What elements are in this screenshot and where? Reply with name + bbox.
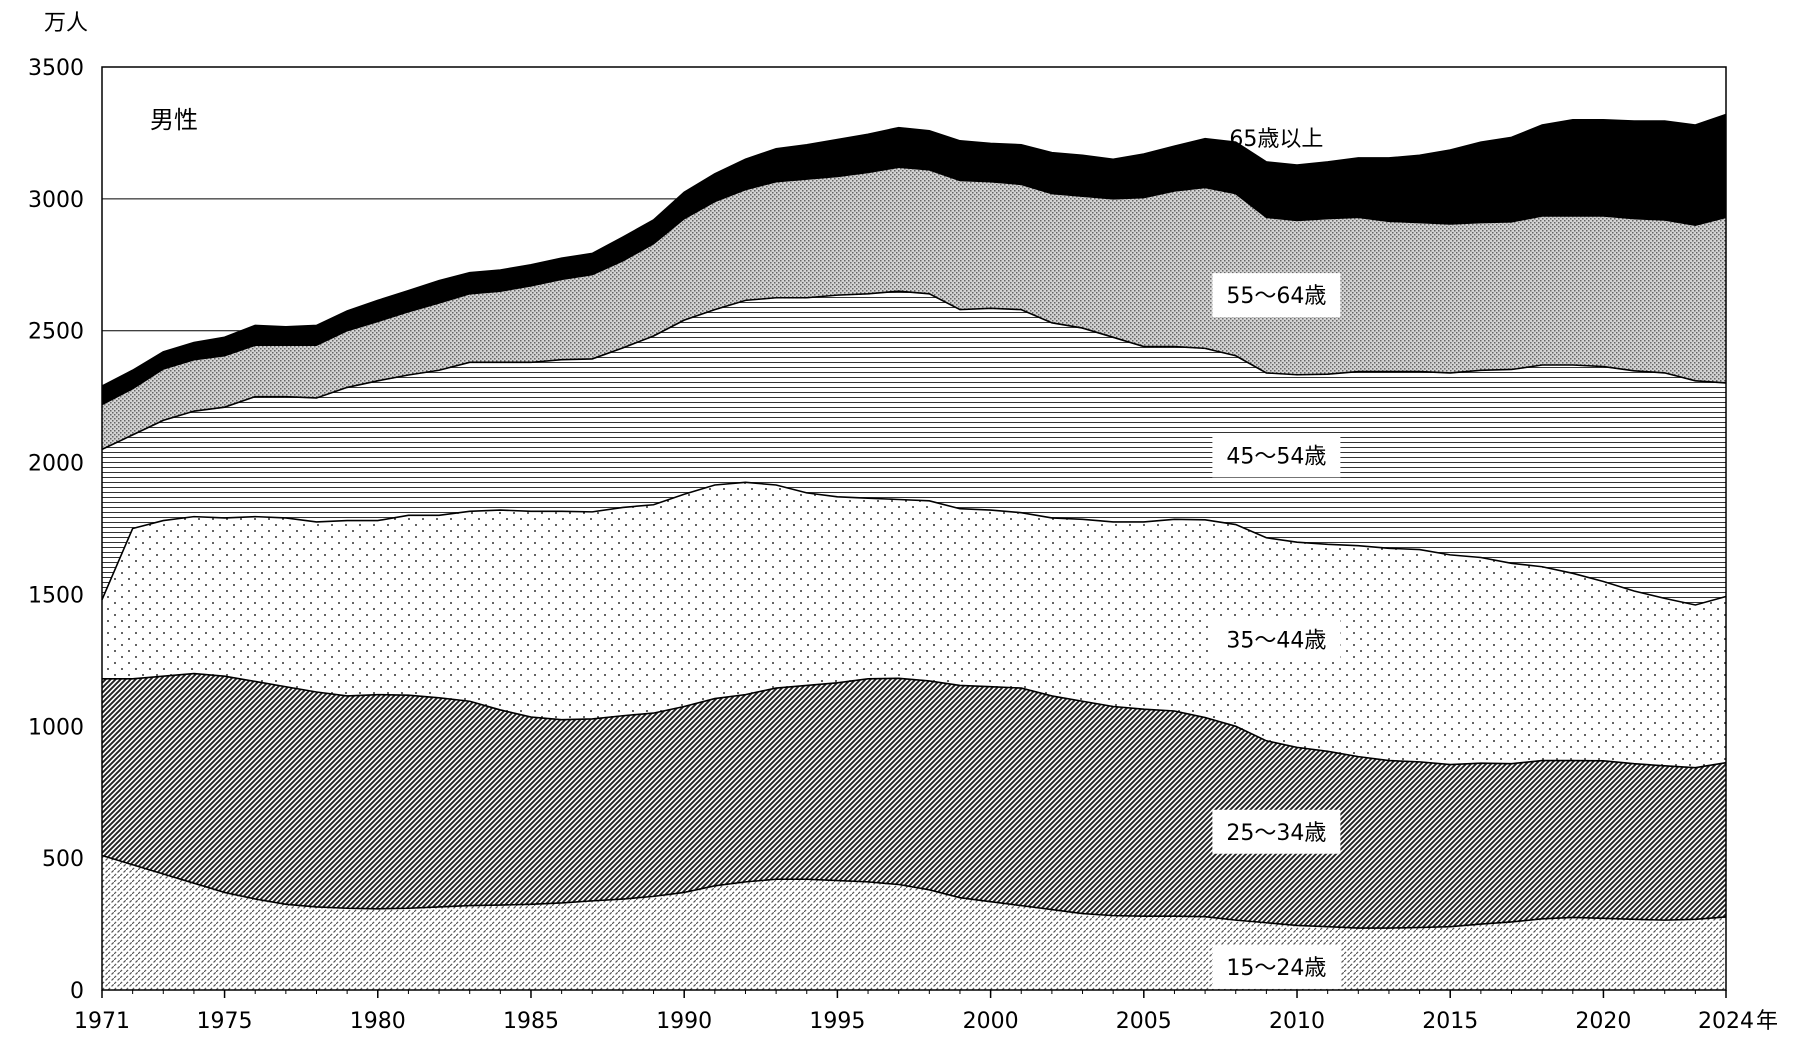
y-tick-label: 2000 xyxy=(28,452,84,477)
series-label-4: 45～54歳 xyxy=(1226,444,1326,469)
area-series-5 xyxy=(102,167,1726,450)
area-series-2 xyxy=(102,673,1726,929)
series-boundary-line-1 xyxy=(101,854,1727,929)
series-label-2: 25～34歳 xyxy=(1226,821,1326,846)
x-tick-label: 2000 xyxy=(963,1009,1019,1034)
y-tick-label: 1000 xyxy=(28,715,84,740)
x-tick-label: 2015 xyxy=(1422,1009,1478,1034)
x-tick-label: 1985 xyxy=(503,1009,559,1034)
series-boundary-line-4 xyxy=(101,290,1727,451)
series-label-background xyxy=(1212,433,1341,478)
x-tick-label: 1995 xyxy=(809,1009,865,1034)
y-tick-label: 3000 xyxy=(28,188,84,213)
y-tick-label: 1500 xyxy=(28,583,84,608)
y-axis: 0 500 1000 1500 2000 2500 3000 3500 xyxy=(28,56,84,1004)
x-tick-label: 2020 xyxy=(1575,1009,1631,1034)
y-tick-label: 3500 xyxy=(28,56,84,81)
series-label-background xyxy=(1212,809,1341,854)
series-label-background xyxy=(1212,273,1341,318)
x-tick-label: 1990 xyxy=(656,1009,712,1034)
series-label-3: 35～44歳 xyxy=(1226,628,1326,653)
y-tick-label: 0 xyxy=(70,979,84,1004)
x-tick-label: 1975 xyxy=(197,1009,253,1034)
series-boundary-line-6 xyxy=(101,113,1727,387)
series-label-5: 55～64歳 xyxy=(1226,284,1326,309)
y-axis-unit-label: 万人 xyxy=(44,11,88,36)
x-tick-label: 2005 xyxy=(1116,1009,1172,1034)
series-label-background xyxy=(1212,617,1341,662)
x-axis-unit-label: 年 xyxy=(1756,1009,1778,1034)
x-tick-label: 1980 xyxy=(350,1009,406,1034)
series-boundary-line-5 xyxy=(101,166,1727,406)
x-tick-label: 2010 xyxy=(1269,1009,1325,1034)
series-boundary-line-3 xyxy=(101,481,1727,606)
x-tick-label: 2024 xyxy=(1698,1009,1754,1034)
series-label-1: 15～24歳 xyxy=(1226,956,1326,981)
series-label-background xyxy=(1212,944,1341,989)
area-series-3 xyxy=(102,482,1726,768)
area-series-6 xyxy=(102,114,1726,405)
area-series-group xyxy=(101,113,1727,990)
x-tick-label: 1971 xyxy=(74,1009,130,1034)
x-axis: 1971 1975 1980 1985 1990 1995 2000 2005 2010 2015… xyxy=(74,990,1778,1034)
series-boundary-line-2 xyxy=(102,672,1727,769)
area-series-4 xyxy=(102,291,1726,605)
y-tick-label: 500 xyxy=(42,847,84,872)
panel-label: 男性 xyxy=(150,106,198,134)
plot-frame xyxy=(101,66,1727,991)
series-labels: 15～24歳 25～34歳 35～44歳 45～54歳 55～64歳 65歳以上 xyxy=(1212,127,1341,989)
y-tick-label: 2500 xyxy=(28,320,84,345)
series-label-6: 65歳以上 xyxy=(1229,127,1323,152)
